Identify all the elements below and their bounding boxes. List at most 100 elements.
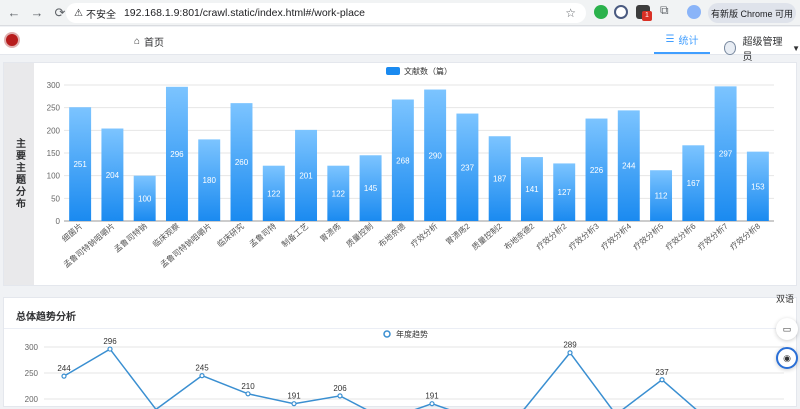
x-tick-label: 疗效分析8 [728,221,763,252]
bar [488,136,511,221]
user-menu[interactable]: 超级管理员 ▼ [724,33,800,63]
security-indicator[interactable]: ⚠ 不安全 [74,6,116,21]
x-tick-label: 孟鲁司特钠 [112,221,149,254]
extension-badge-count: 1 [642,11,652,21]
trend-line [63,348,697,409]
x-tick-label: 制备工艺 [279,221,310,249]
bar [69,107,92,221]
data-point [107,346,113,352]
bar [585,118,608,221]
data-point [61,373,67,379]
bar-value-label: 297 [719,150,733,159]
x-tick-label: 疗效分析4 [599,221,634,252]
profile-avatar-icon[interactable] [687,5,701,19]
extension-wechat-icon[interactable] [594,5,608,19]
bar-value-label: 204 [106,171,120,180]
point-value-label: 245 [195,364,209,373]
y-tick-label: 50 [51,194,60,203]
y-tick-label: 300 [25,343,39,352]
forward-icon[interactable]: → [30,5,44,20]
address-bar[interactable]: ⚠ 不安全 192.168.1.9:801/crawl.static/index… [66,3,586,23]
y-tick-label: 300 [47,81,61,90]
bar [424,89,447,222]
legend-label: 年度趋势 [396,329,428,339]
bookmark-star-icon[interactable]: ☆ [565,6,576,20]
bar-value-label: 268 [396,156,410,165]
x-tick-label: 胃溃疡 [318,221,343,244]
bar-value-label: 122 [267,189,281,198]
reload-icon[interactable]: ⟳ [54,4,66,20]
bar-value-label: 226 [590,166,604,175]
topic-distribution-panel: 主要主题分布 0 50 100 150 200 250 300 文献数（篇） 251 细菌片 204… [3,62,797,286]
app-header: ⌂ 首页 ☰ 统计 超级管理员 ▼ [0,27,800,63]
bar [133,175,156,221]
legend-swatch [386,67,400,75]
chrome-update-button[interactable]: 有新版 Chrome 可用 [708,3,796,23]
bar [391,99,414,221]
bar [327,165,350,221]
sliders-icon: ☰ [665,34,675,45]
bar-value-label: 145 [364,184,378,193]
x-tick-label: 胃溃疡2 [443,221,472,247]
point-value-label: 191 [425,392,439,401]
bar [359,155,382,221]
x-tick-label: 孟鲁司特 [247,221,278,249]
assistant-robot-icon[interactable]: ◉ [776,347,798,369]
x-tick-label: 临床观察 [150,221,181,249]
y-tick-label: 150 [47,149,61,158]
back-icon[interactable]: ← [7,5,21,20]
bar-value-label: 201 [299,171,313,180]
side-label-text: 主要主题分布 [13,138,25,210]
bar [553,163,576,221]
topic-bar-chart: 050100150200250300文献数（篇）251细菌片204孟鲁司特钠咀嚼… [47,66,774,270]
translate-label[interactable]: 双语 [776,294,795,304]
bar-value-label: 141 [525,185,539,194]
bar [617,110,640,221]
data-point [199,372,205,379]
point-value-label: 191 [287,392,301,401]
x-tick-label: 疗效分析7 [696,221,731,252]
bar [230,103,253,221]
x-tick-label: 细菌片 [60,221,85,244]
extensions-puzzle-icon[interactable]: ⧉ [660,3,669,17]
bar [650,170,673,221]
home-label: 首页 [144,38,165,49]
x-tick-label: 疗效分析 [408,221,439,249]
bar [682,145,705,221]
legend-marker [383,330,391,338]
user-name: 超级管理员 [742,37,783,63]
panel-title: 总体趋势分析 [16,312,76,323]
x-tick-label: 疗效分析6 [663,221,698,252]
x-tick-label: 疗效分析5 [631,221,666,252]
bar-value-label: 244 [622,162,636,171]
browser-toolbar: ← → ⟳ ⚠ 不安全 192.168.1.9:801/crawl.static… [0,0,800,26]
panel-side-label: 主要主题分布 [4,63,34,285]
bar-value-label: 112 [655,192,668,201]
y-tick-label: 200 [25,395,39,404]
caret-down-icon: ▼ [792,43,800,53]
trend-analysis-panel: 总体趋势分析 200 250 300 年度趋势 244 296 245 210 191 206 19… [3,297,798,409]
legend-label: 文献数（篇） [404,66,452,76]
bar-value-label: 167 [687,179,701,188]
url-text[interactable]: 192.168.1.9:801/crawl.static/index.html#… [123,7,366,19]
bar [165,86,188,222]
x-tick-label: 质量控制2 [470,221,505,252]
bar-value-label: 296 [170,150,184,159]
bar-value-label: 260 [235,158,249,167]
point-value-label: 296 [103,337,117,346]
panel-divider [4,328,798,329]
home-icon: ⌂ [134,36,141,47]
bar-value-label: 122 [332,189,346,198]
tab-statistics[interactable]: ☰ 统计 [654,27,710,54]
x-tick-label: 疗效分析3 [566,221,601,252]
point-value-label: 210 [241,382,255,391]
x-tick-label: 临床研究 [215,221,246,249]
school-logo [4,32,20,48]
extension-block-icon[interactable] [614,5,628,19]
home-nav-item[interactable]: ⌂ 首页 [134,34,164,49]
reader-book-icon[interactable]: ▭ [776,318,798,340]
y-tick-label: 250 [25,369,39,378]
bar-value-label: 100 [138,194,152,203]
bar-value-label: 290 [428,151,442,160]
user-avatar [724,41,737,55]
